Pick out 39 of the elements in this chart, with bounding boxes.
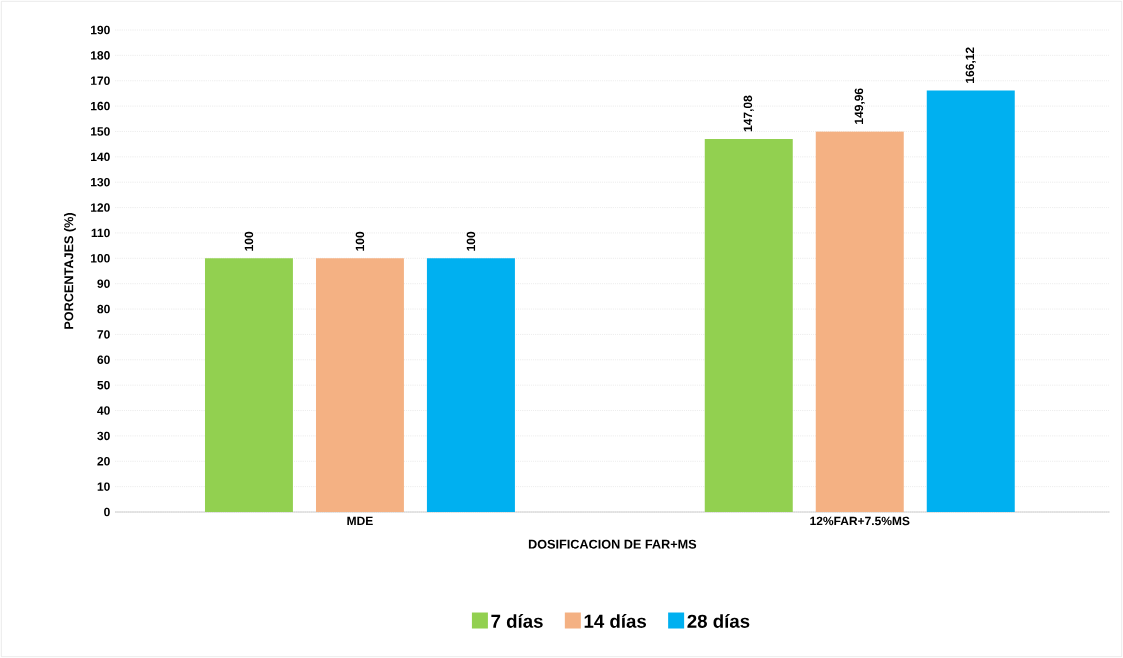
y-tick-label: 20 xyxy=(97,457,110,466)
legend-label: 28 días xyxy=(687,613,750,628)
bar xyxy=(704,138,793,512)
bar xyxy=(315,258,404,512)
y-tick-label: 0 xyxy=(104,507,110,517)
data-label: 147,08 xyxy=(743,95,754,132)
bar xyxy=(426,258,515,512)
data-label: 166,12 xyxy=(965,47,976,83)
bar xyxy=(815,131,904,512)
y-tick-label: 160 xyxy=(91,101,110,111)
y-tick-label: 180 xyxy=(91,51,110,60)
x-tick-label: 12%FAR+7.5%MS xyxy=(810,516,910,526)
y-tick-label: 190 xyxy=(91,25,110,35)
x-tick-label: MDE xyxy=(347,516,373,525)
bar xyxy=(204,258,293,512)
y-tick-label: 150 xyxy=(91,127,110,136)
y-tick-label: 70 xyxy=(97,330,110,339)
y-tick-label: 130 xyxy=(91,177,110,187)
y-tick-label: 120 xyxy=(91,203,110,212)
legend-label: 7 días xyxy=(491,613,543,628)
y-tick-label: 40 xyxy=(97,406,110,415)
x-axis-title: DOSIFICACION DE FAR+MS xyxy=(528,539,697,549)
data-label: 100 xyxy=(466,231,476,251)
y-tick-label: 30 xyxy=(97,431,110,441)
data-label: 100 xyxy=(244,231,254,251)
y-axis-title: PORCENTAJES (%) xyxy=(63,212,76,329)
y-tick-label: 170 xyxy=(91,76,110,85)
legend-label: 14 días xyxy=(584,613,647,628)
data-label: 149,96 xyxy=(854,88,865,124)
y-tick-label: 140 xyxy=(91,152,110,162)
bar xyxy=(926,90,1015,512)
y-tick-label: 10 xyxy=(97,482,110,491)
y-tick-label: 50 xyxy=(97,380,110,390)
data-label: 100 xyxy=(355,231,365,251)
y-tick-label: 110 xyxy=(91,228,110,238)
y-tick-label: 60 xyxy=(97,355,110,365)
y-tick-label: 90 xyxy=(97,279,110,288)
y-tick-label: 100 xyxy=(91,254,110,263)
y-tick-label: 80 xyxy=(97,304,110,314)
